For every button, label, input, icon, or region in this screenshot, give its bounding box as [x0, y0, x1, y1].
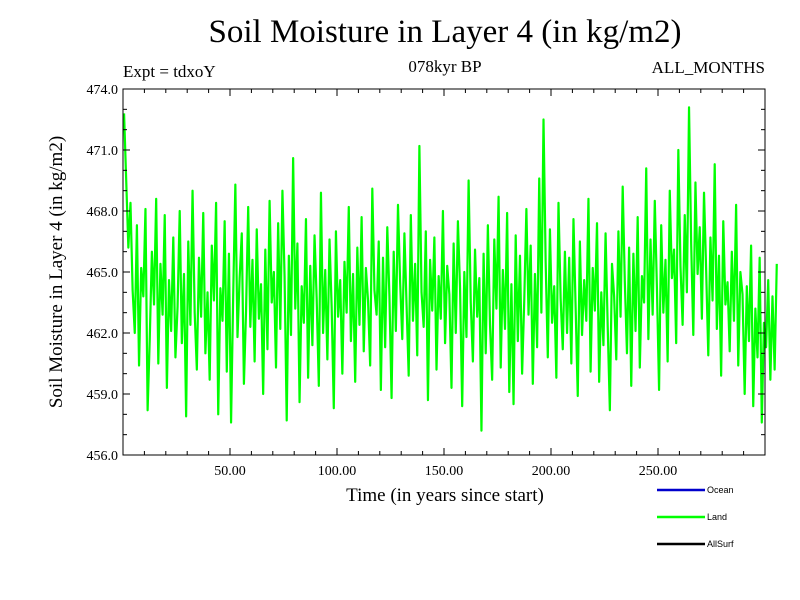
y-axis: 456.0 459.0 462.0 465.0 468.0 471.0 474.0	[87, 83, 765, 464]
x-tick-label: 250.00	[639, 464, 678, 479]
x-tick-label: 150.00	[425, 464, 464, 479]
chart-title: Soil Moisture in Layer 4 (in kg/m2)	[208, 14, 682, 50]
x-tick-label: 200.00	[532, 464, 571, 479]
x-axis-label: Time (in years since start)	[346, 485, 544, 506]
chart-subtitle: 078kyr BP	[408, 57, 482, 76]
legend-label-ocean: Ocean	[707, 485, 734, 495]
period-label: ALL_MONTHS	[651, 58, 765, 77]
legend-label-allsurf: AllSurf	[707, 539, 734, 549]
y-tick-label: 459.0	[87, 388, 119, 403]
x-tick-label: 50.00	[214, 464, 246, 479]
plot-series-group	[122, 106, 778, 432]
y-tick-label: 456.0	[87, 449, 119, 464]
legend-label-land: Land	[707, 512, 727, 522]
experiment-label: Expt = tdxoY	[123, 62, 216, 81]
y-tick-label: 465.0	[87, 266, 119, 281]
y-tick-label: 462.0	[87, 327, 119, 342]
y-tick-label: 474.0	[87, 83, 119, 98]
series-line-land	[122, 106, 778, 432]
x-tick-label: 100.00	[318, 464, 357, 479]
x-axis: 50.00 100.00 150.00 200.00 250.00	[143, 89, 745, 479]
y-tick-label: 471.0	[87, 144, 119, 159]
y-tick-label: 468.0	[87, 205, 119, 220]
legend: Ocean Land AllSurf	[657, 485, 734, 549]
